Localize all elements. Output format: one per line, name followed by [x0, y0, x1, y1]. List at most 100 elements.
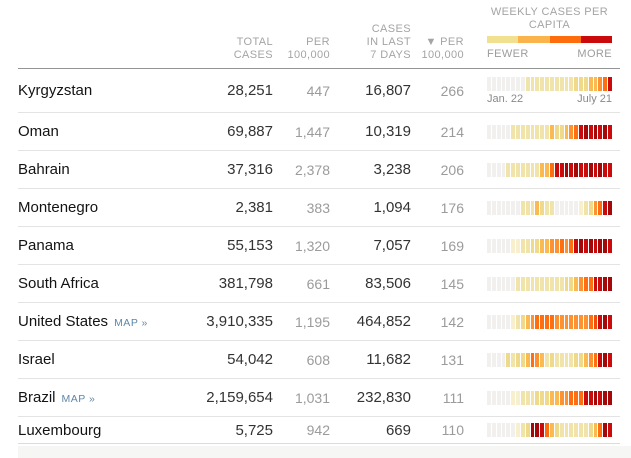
heatmap-week-cell: [569, 390, 574, 405]
heatmap-week-cell: [579, 276, 583, 291]
heatmap-week-cell: [549, 200, 554, 215]
country-name: Kyrgyzstan: [18, 82, 93, 99]
heatmap-week-cell: [554, 162, 559, 177]
heatmap-week-cell: [496, 314, 501, 329]
heatmap-week-cell: [588, 238, 593, 253]
heatmap-week-cell: [583, 76, 588, 91]
heatmap-week-cell: [501, 76, 506, 91]
col-header-cases-last-7-days[interactable]: CASES IN LAST 7 DAYS: [366, 23, 411, 61]
per-100k-value: 1,195: [294, 313, 330, 330]
heatmap-week-cell: [559, 238, 564, 253]
heatmap-week-cell: [564, 238, 569, 253]
heatmap-week-cell: [545, 162, 549, 177]
map-link[interactable]: MAP »: [114, 317, 148, 329]
weekly-cases-heatmap: [487, 423, 612, 437]
show-more-bar[interactable]: [18, 446, 631, 458]
heatmap-week-cell: [579, 124, 583, 139]
heatmap-week-cell: [487, 200, 491, 215]
heatmap-cell: [487, 238, 612, 253]
map-link[interactable]: MAP »: [61, 393, 96, 405]
legend-fewer-label: FEWER: [487, 48, 529, 60]
country-name: Brazil: [18, 389, 56, 406]
country-cell: Israel: [18, 351, 180, 368]
heatmap-week-cell: [579, 238, 583, 253]
heatmap-week-cell: [487, 162, 491, 177]
heatmap-cell: [487, 200, 612, 215]
country-name: United States: [18, 313, 109, 330]
heatmap-week-cell: [583, 423, 588, 437]
country-cell: Kyrgyzstan: [18, 82, 180, 99]
weekly-cases-heatmap: [487, 76, 612, 91]
country-cell: Brazil MAP »: [18, 389, 180, 406]
heatmap-week-cell: [535, 200, 540, 215]
total-cases-value: 2,159,654: [206, 389, 273, 406]
heatmap-week-cell: [593, 352, 598, 367]
table-row: South Africa 381,798 661 83,506 145: [18, 265, 620, 303]
col-header-per-100k-sorted[interactable]: ▼ PER 100,000: [421, 36, 464, 61]
heatmap-week-cell: [535, 238, 540, 253]
table-body: Kyrgyzstan 28,251 447 16,807 266 Jan. 22…: [18, 69, 620, 444]
heatmap-week-cell: [583, 124, 588, 139]
country-name: South Africa: [18, 275, 99, 292]
heatmap-week-cell: [559, 352, 564, 367]
heatmap-week-cell: [540, 162, 545, 177]
heatmap-week-cell: [540, 276, 545, 291]
heatmap-week-cell: [506, 352, 511, 367]
per-100k-value: 661: [306, 275, 330, 292]
heatmap-week-cell: [564, 124, 569, 139]
heatmap-week-cell: [549, 314, 554, 329]
heatmap-week-cell: [540, 200, 545, 215]
header-spacer: [464, 62, 487, 69]
heatmap-week-cell: [583, 238, 588, 253]
heatmap-week-cell: [516, 390, 520, 405]
heatmap-week-cell: [496, 200, 501, 215]
weekly-cases-heatmap: [487, 124, 612, 139]
heatmap-week-cell: [496, 276, 501, 291]
heatmap-week-cell: [598, 76, 603, 91]
country-name: Montenegro: [18, 199, 99, 216]
per-100k-7day-value: 142: [440, 313, 464, 330]
heatmap-week-cell: [516, 276, 520, 291]
heatmap-week-cell: [583, 352, 588, 367]
heatmap-week-cell: [593, 423, 598, 437]
heatmap-week-cell: [574, 238, 579, 253]
heatmap-week-cell: [564, 314, 569, 329]
heatmap-week-cell: [583, 162, 588, 177]
heatmap-week-cell: [583, 276, 588, 291]
heatmap-week-cell: [506, 238, 511, 253]
per-100k-value: 447: [306, 82, 330, 99]
heatmap-week-cell: [554, 238, 559, 253]
cases-last-7-days-value: 3,238: [373, 161, 411, 178]
heatmap-week-cell: [525, 390, 530, 405]
heatmap-week-cell: [540, 314, 545, 329]
header-spacer-right: [612, 62, 620, 69]
heatmap-week-cell: [583, 200, 588, 215]
col-header-per-100k[interactable]: PER 100,000: [287, 36, 330, 61]
heatmap-week-cell: [530, 162, 535, 177]
heatmap-week-cell: [603, 200, 608, 215]
heatmap-week-cell: [549, 162, 554, 177]
heatmap-week-cell: [525, 238, 530, 253]
heatmap-cell: [487, 352, 612, 367]
heatmap-week-cell: [559, 314, 564, 329]
country-cell: Luxembourg: [18, 422, 180, 439]
heatmap-week-cell: [564, 390, 569, 405]
per-100k-value: 608: [306, 351, 330, 368]
heatmap-week-cell: [491, 124, 496, 139]
heatmap-week-cell: [593, 390, 598, 405]
heatmap-week-cell: [487, 390, 491, 405]
heatmap-week-cell: [535, 390, 540, 405]
heatmap-week-cell: [511, 314, 516, 329]
per-100k-value: 942: [306, 422, 330, 438]
heatmap-week-cell: [598, 276, 603, 291]
col-header-total-cases[interactable]: TOTAL CASES: [233, 36, 273, 61]
heatmap-week-cell: [588, 276, 593, 291]
heatmap-week-cell: [549, 238, 554, 253]
heatmap-week-cell: [608, 76, 612, 91]
heatmap-week-cell: [511, 162, 516, 177]
legend-color-segment: [518, 36, 550, 43]
per-100k-7day-value: 110: [441, 422, 464, 438]
total-cases-value: 2,381: [235, 199, 273, 216]
cases-last-7-days-value: 669: [385, 421, 411, 439]
total-cases-value: 381,798: [218, 275, 273, 292]
